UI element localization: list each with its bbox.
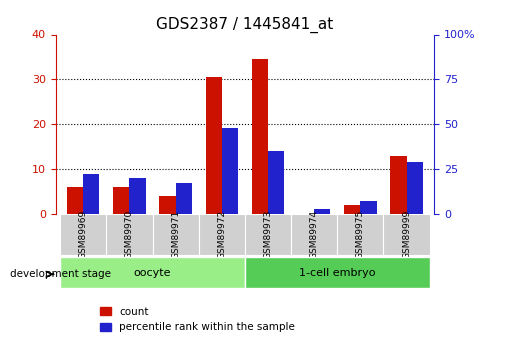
FancyBboxPatch shape: [60, 257, 245, 288]
Legend: count, percentile rank within the sample: count, percentile rank within the sample: [96, 303, 299, 336]
Bar: [67, 187, 83, 214]
Bar: [314, 208, 330, 214]
Bar: [206, 77, 222, 214]
Bar: [176, 184, 192, 214]
Bar: [390, 156, 407, 214]
Bar: [344, 205, 361, 214]
FancyBboxPatch shape: [383, 214, 430, 255]
FancyBboxPatch shape: [245, 214, 291, 255]
FancyBboxPatch shape: [337, 214, 383, 255]
Text: GSM89999: GSM89999: [402, 210, 411, 259]
Text: GSM89972: GSM89972: [217, 210, 226, 259]
FancyBboxPatch shape: [107, 214, 153, 255]
Bar: [160, 196, 176, 214]
Text: GSM89971: GSM89971: [171, 210, 180, 259]
Bar: [407, 162, 423, 214]
Bar: [268, 151, 284, 214]
Text: GSM89973: GSM89973: [264, 210, 273, 259]
Text: oocyte: oocyte: [134, 268, 171, 277]
FancyBboxPatch shape: [245, 257, 430, 288]
Text: GSM89974: GSM89974: [310, 210, 319, 259]
Text: development stage: development stage: [10, 269, 111, 279]
FancyBboxPatch shape: [60, 214, 107, 255]
Bar: [83, 175, 99, 214]
Bar: [361, 201, 377, 214]
Bar: [129, 178, 145, 214]
Bar: [252, 59, 268, 214]
FancyBboxPatch shape: [291, 214, 337, 255]
FancyBboxPatch shape: [153, 214, 199, 255]
Bar: [113, 187, 129, 214]
Text: 1-cell embryo: 1-cell embryo: [299, 268, 376, 277]
Text: GSM89969: GSM89969: [79, 210, 88, 259]
FancyBboxPatch shape: [199, 214, 245, 255]
Text: GSM89975: GSM89975: [356, 210, 365, 259]
Title: GDS2387 / 1445841_at: GDS2387 / 1445841_at: [157, 17, 333, 33]
Text: GSM89970: GSM89970: [125, 210, 134, 259]
Bar: [222, 128, 238, 214]
